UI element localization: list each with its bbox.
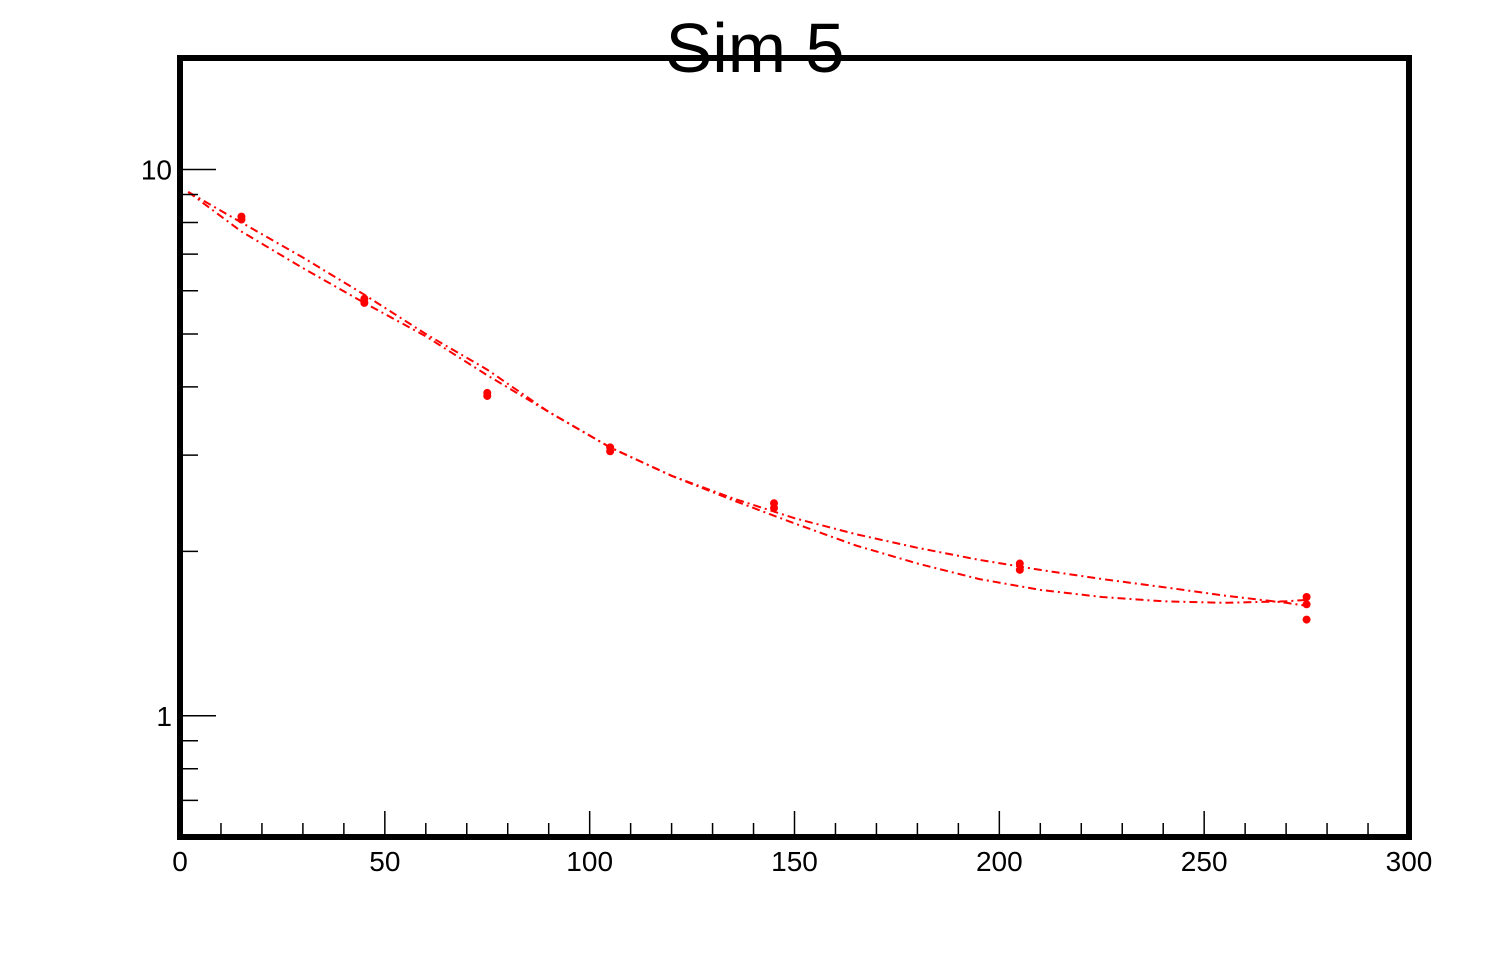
- plot-frame: [177, 55, 1412, 840]
- fit-curves: [187, 191, 1307, 607]
- y-tick-label: 1: [156, 701, 172, 732]
- data-point: [606, 447, 615, 456]
- data-points: [237, 212, 1311, 624]
- data-point: [1302, 600, 1311, 609]
- x-tick-label: 300: [1386, 846, 1433, 877]
- x-tick-label: 100: [566, 846, 613, 877]
- y-tick-label: 10: [141, 155, 172, 186]
- data-point: [1302, 615, 1311, 624]
- x-tick-label: 200: [976, 846, 1023, 877]
- data-point: [360, 298, 369, 307]
- axis-ticks: [179, 168, 1410, 838]
- x-tick-label: 50: [369, 846, 400, 877]
- chart-title: Sim 5: [666, 9, 845, 87]
- data-point: [770, 504, 779, 513]
- data-point: [237, 215, 246, 224]
- data-point: [1302, 592, 1311, 601]
- x-tick-label: 150: [771, 846, 818, 877]
- tick-labels: 0 50 100 150 200 250 300 1 10: [141, 155, 1433, 877]
- fit-curve-1: [187, 191, 1307, 607]
- fit-curve-2: [187, 191, 1307, 604]
- x-tick-label: 250: [1181, 846, 1228, 877]
- data-point: [483, 391, 492, 400]
- data-point: [1015, 565, 1024, 574]
- data-point: [1015, 559, 1024, 568]
- x-tick-label: 0: [172, 846, 188, 877]
